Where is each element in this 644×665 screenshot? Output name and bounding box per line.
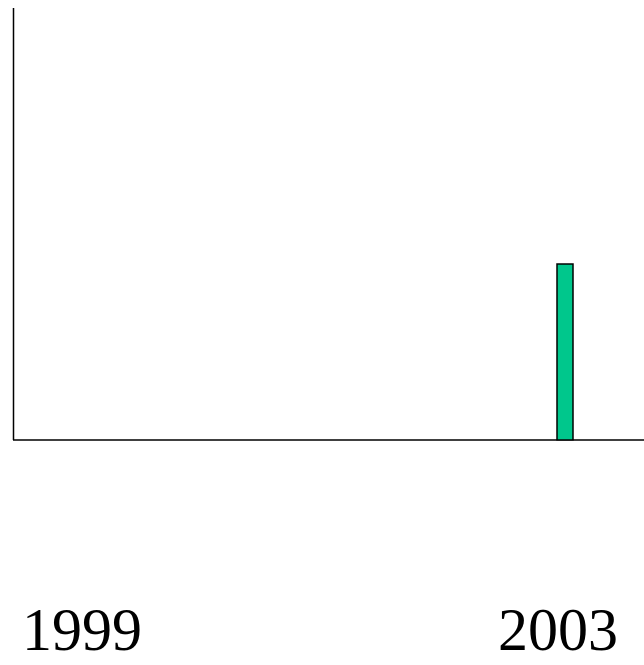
bar-2003	[556, 263, 574, 441]
x-tick-label-start: 1999	[22, 597, 142, 663]
x-tick-label-end: 2003	[498, 597, 618, 663]
bar-group	[556, 263, 574, 441]
